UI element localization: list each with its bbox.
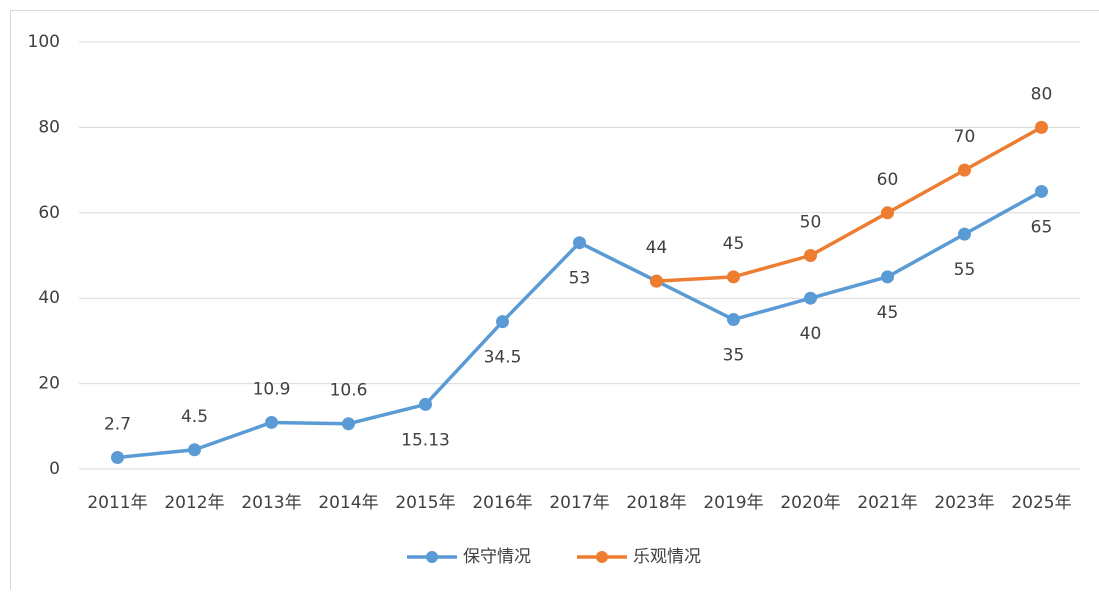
data-point — [1035, 185, 1048, 198]
data-point — [1035, 121, 1048, 134]
data-label: 50 — [800, 213, 822, 233]
x-tick-label: 2016年 — [472, 493, 532, 513]
data-point — [881, 270, 894, 283]
data-label: 55 — [954, 260, 976, 280]
x-tick-label: 2012年 — [164, 493, 224, 513]
x-tick-label: 2025年 — [1011, 493, 1071, 513]
series-line — [118, 191, 1042, 457]
data-label: 4.5 — [181, 407, 208, 427]
data-point — [958, 228, 971, 241]
x-tick-label: 2023年 — [934, 493, 994, 513]
legend-label: 乐观情况 — [633, 547, 701, 567]
data-label: 44 — [646, 238, 668, 258]
data-label: 40 — [800, 324, 822, 344]
data-point — [958, 164, 971, 177]
series-line — [657, 127, 1042, 281]
x-tick-label: 2013年 — [241, 493, 301, 513]
x-tick-label: 2020年 — [780, 493, 840, 513]
legend-label: 保守情况 — [463, 547, 531, 567]
y-tick-label: 100 — [28, 32, 60, 52]
y-tick-label: 40 — [38, 288, 60, 308]
x-tick-label: 2017年 — [549, 493, 609, 513]
x-tick-label: 2011年 — [87, 493, 147, 513]
data-label: 45 — [723, 234, 745, 254]
data-label: 15.13 — [401, 430, 450, 450]
data-label: 53 — [569, 269, 591, 289]
data-label: 10.9 — [253, 379, 291, 399]
data-label: 65 — [1031, 217, 1053, 237]
data-point — [650, 275, 663, 288]
data-label: 34.5 — [484, 348, 522, 368]
data-label: 70 — [954, 127, 976, 147]
data-label: 10.6 — [330, 381, 368, 401]
data-point — [188, 443, 201, 456]
data-point — [573, 236, 586, 249]
data-label: 60 — [877, 170, 899, 190]
data-label: 45 — [877, 303, 899, 323]
data-point — [727, 270, 740, 283]
legend-marker — [426, 551, 438, 563]
y-tick-label: 80 — [38, 117, 60, 137]
data-label: 2.7 — [104, 414, 131, 434]
data-label: 35 — [723, 346, 745, 366]
data-point — [111, 451, 124, 464]
x-tick-label: 2021年 — [857, 493, 917, 513]
x-tick-label: 2014年 — [318, 493, 378, 513]
x-tick-label: 2019年 — [703, 493, 763, 513]
x-tick-label: 2018年 — [626, 493, 686, 513]
x-tick-label: 2015年 — [395, 493, 455, 513]
y-tick-label: 20 — [38, 374, 60, 394]
data-point — [265, 416, 278, 429]
data-point — [727, 313, 740, 326]
data-point — [496, 315, 509, 328]
data-point — [419, 398, 432, 411]
y-tick-label: 0 — [49, 459, 60, 479]
data-point — [881, 206, 894, 219]
data-label: 80 — [1031, 84, 1053, 104]
y-tick-label: 60 — [38, 203, 60, 223]
data-point — [804, 292, 817, 305]
data-point — [342, 417, 355, 430]
legend-marker — [596, 551, 608, 563]
data-point — [804, 249, 817, 262]
